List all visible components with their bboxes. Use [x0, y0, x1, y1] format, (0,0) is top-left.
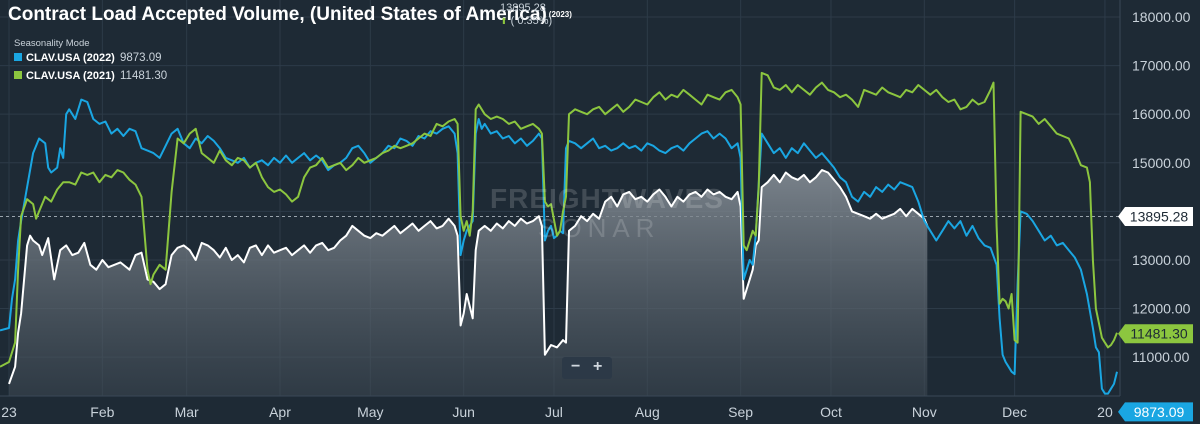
legend-swatch: [14, 71, 22, 80]
current-value-box: 13895.28 ⬆ ( 0.35%): [500, 2, 552, 28]
x-tick-label: Jul: [545, 404, 563, 420]
current-value: 13895.28: [500, 2, 546, 14]
value-badge-label: 11481.30: [1130, 326, 1188, 342]
y-tick-label: 18000.00: [1132, 9, 1191, 25]
y-tick-label: 11000.00: [1132, 349, 1190, 365]
zoom-control: − +: [562, 357, 612, 379]
chart-title: Contract Load Accepted Volume, (United S…: [8, 4, 547, 25]
value-badge: 13895.28: [1118, 206, 1193, 226]
legend-item-2021[interactable]: CLAV.USA (2021) 11481.30: [14, 70, 167, 82]
y-tick-label: 12000.00: [1132, 301, 1191, 317]
x-tick-label: Dec: [1002, 404, 1027, 420]
series-lines: [0, 71, 1118, 395]
area-fill: [9, 170, 928, 396]
title-year: (2023): [548, 10, 572, 19]
x-tick-label: Aug: [635, 404, 660, 420]
watermark-logo: FREIGHTWAVES: [490, 183, 724, 214]
x-tick-label: Apr: [269, 404, 291, 420]
change-percent: ( 0.35%): [510, 15, 553, 27]
value-badge: 11481.30: [1118, 324, 1193, 344]
last-value-badges: 13895.28 11481.30 9873.09: [1118, 206, 1193, 422]
zoom-in-button[interactable]: +: [593, 358, 603, 375]
x-tick-label: Feb: [90, 404, 114, 420]
x-tick-label: 23: [1, 404, 17, 420]
x-tick-label: Jun: [452, 404, 475, 420]
legend-item-2022[interactable]: CLAV.USA (2022) 9873.09: [14, 52, 162, 64]
legend-value: 9873.09: [120, 52, 162, 64]
chart-header: Contract Load Accepted Volume, (United S…: [8, 4, 572, 26]
x-tick-label: Oct: [820, 404, 842, 420]
x-tick-label: Nov: [912, 404, 937, 420]
value-badge-label: 9873.09: [1134, 404, 1185, 420]
legend-swatch: [14, 53, 22, 62]
y-tick-label: 15000.00: [1132, 155, 1191, 171]
y-tick-label: 16000.00: [1132, 106, 1191, 122]
watermark-sonar: SONAR: [538, 213, 661, 243]
seasonality-label: Seasonality Mode: [14, 38, 90, 49]
value-badge-label: 13895.28: [1130, 208, 1189, 224]
x-tick-label: 20: [1097, 404, 1113, 420]
legend-label: CLAV.USA (2021): [26, 70, 115, 82]
y-tick-label: 13000.00: [1132, 252, 1191, 268]
x-tick-label: Sep: [728, 404, 753, 420]
value-badge: 9873.09: [1118, 402, 1193, 422]
legend-label: CLAV.USA (2022): [26, 52, 115, 64]
zoom-out-button[interactable]: −: [571, 358, 581, 375]
series-line-0: [8, 169, 929, 385]
legend-value: 11481.30: [120, 70, 168, 82]
series-area-0: [9, 170, 928, 396]
x-tick-label: Mar: [175, 404, 199, 420]
x-tick-label: May: [357, 404, 383, 420]
value-badge-bg: [1118, 402, 1193, 422]
up-arrow-icon: ⬆: [500, 16, 508, 26]
value-badge-bg: [1118, 206, 1193, 226]
y-tick-label: 17000.00: [1132, 58, 1191, 74]
value-badge-bg: [1118, 324, 1193, 344]
series-line-2: [0, 71, 1118, 368]
